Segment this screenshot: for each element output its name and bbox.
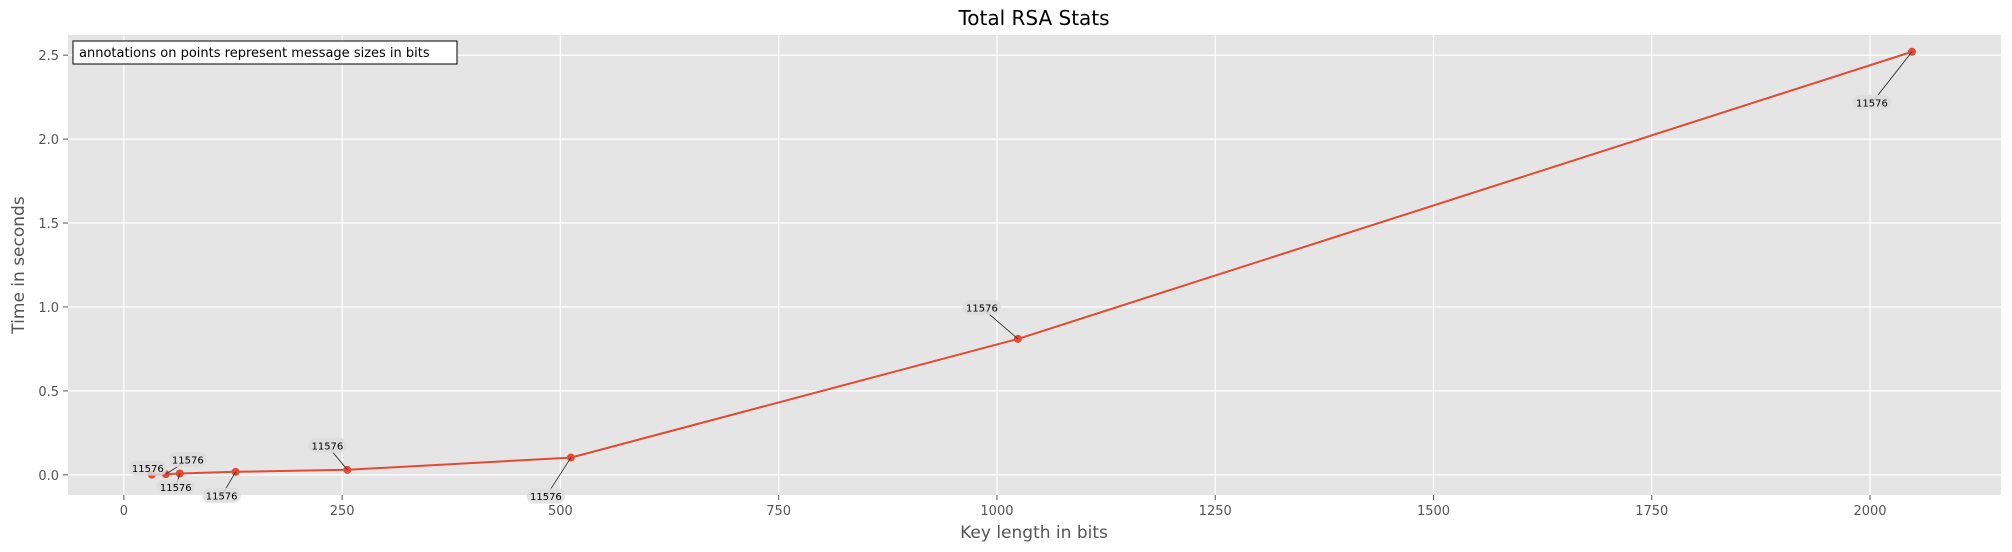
ticks: 0 250 500 750 1000 1250 1500 1750 2000 0.0 0.5 1.0 1…: [38, 49, 1886, 519]
annotation-box: [128, 460, 167, 476]
annotation-box: [308, 437, 347, 453]
annotation-label: 11576: [311, 441, 343, 452]
x-tick-label: 1500: [1417, 504, 1450, 519]
annotation-label: 11576: [966, 303, 998, 314]
annotation-box: [526, 488, 565, 504]
chart-title: Total RSA Stats: [957, 6, 1109, 30]
annotation-box: [962, 299, 1001, 315]
x-tick-label: 0: [120, 504, 128, 519]
x-tick-label: 1250: [1199, 504, 1232, 519]
annotation-label: 11576: [160, 483, 192, 494]
x-tick-label: 1750: [1635, 504, 1668, 519]
note-box-frame: [72, 40, 458, 65]
annotations: 11576 11576 11576 11576 11576 11576 11576 11576: [128, 51, 1913, 504]
annotation-label: 11576: [1856, 98, 1888, 109]
annotation-label: 11576: [206, 491, 238, 502]
plot-background: [68, 35, 2001, 495]
x-tick-label: 1000: [980, 504, 1013, 519]
grid: [68, 35, 2001, 495]
x-tick-label: 750: [766, 504, 791, 519]
annotation-label: 11576: [132, 464, 164, 475]
annotation-label: 11576: [172, 456, 204, 467]
y-tick-label: 0.5: [38, 385, 59, 400]
y-tick-label: 0.0: [38, 469, 59, 484]
y-axis-title: Time in seconds: [9, 196, 29, 335]
x-tick-label: 500: [548, 504, 573, 519]
note-text: annotations on points represent message …: [79, 46, 430, 61]
annotation-arrow: [1871, 51, 1913, 104]
x-tick-label: 250: [330, 504, 355, 519]
y-tick-label: 1.5: [38, 217, 59, 232]
annotation-box: [202, 487, 241, 503]
annotation-box: [1852, 94, 1891, 110]
y-tick-label: 1.0: [38, 301, 59, 316]
note-box: annotations on points represent message …: [72, 40, 458, 65]
x-axis-title: Key length in bits: [960, 523, 1108, 543]
x-tick-label: 2000: [1853, 504, 1886, 519]
annotation-box: [168, 452, 207, 468]
annotation-label: 11576: [530, 492, 562, 503]
y-tick-label: 2.0: [38, 133, 59, 148]
annotation-box: [156, 479, 195, 495]
y-tick-label: 2.5: [38, 49, 59, 64]
